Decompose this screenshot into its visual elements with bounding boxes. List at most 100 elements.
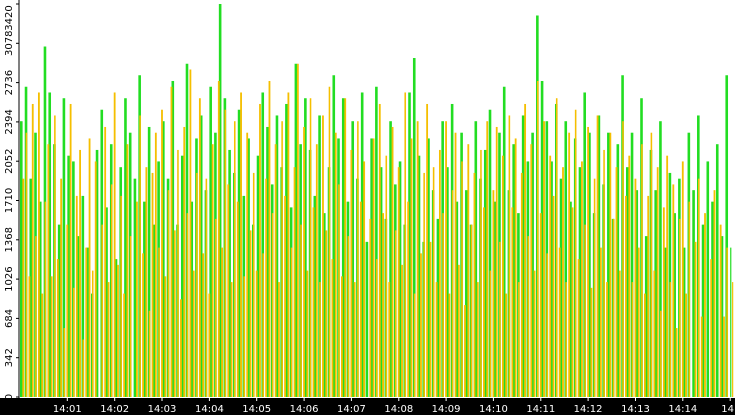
- data-bar-1-135: [448, 293, 451, 397]
- data-bar-1-76: [262, 253, 264, 397]
- data-bar-1-83: [284, 195, 286, 397]
- data-bar-1-93: [315, 144, 318, 397]
- data-bar-1-110: [369, 218, 372, 397]
- data-bar-1-133: [442, 213, 444, 397]
- data-bar-1-115: [385, 155, 388, 397]
- data-bar-1-181: [593, 178, 596, 397]
- x-tick-label: 14:12: [574, 404, 603, 415]
- data-bar-1-4: [35, 236, 37, 397]
- x-tick-label: 14:01: [53, 404, 82, 415]
- data-bar-0-134: [654, 190, 658, 397]
- y-tick-label: 2736: [4, 70, 15, 95]
- data-bar-1-66: [230, 282, 233, 397]
- data-bar-0-136: [663, 247, 667, 397]
- data-bar-0-44: [228, 149, 231, 397]
- data-bar-1-146: [483, 207, 485, 397]
- data-bar-1-218: [710, 259, 713, 397]
- data-bar-0-118: [578, 167, 582, 397]
- x-tick-label: 14: [721, 404, 734, 415]
- data-bar-0-40: [209, 86, 212, 398]
- data-bar-1-209: [681, 161, 684, 397]
- data-bar-1-182: [596, 115, 599, 398]
- data-bar-0-34: [180, 155, 184, 397]
- data-bar-0-148: [720, 236, 724, 397]
- data-bar-1-225: [732, 282, 734, 397]
- data-bar-1-121: [404, 92, 406, 397]
- x-tick-label: 14:08: [384, 404, 413, 415]
- data-bar-0-90: [446, 167, 449, 397]
- data-bar-1-68: [236, 201, 239, 397]
- data-bar-0-129: [630, 132, 634, 397]
- data-bar-1-124: [413, 293, 416, 397]
- data-bar-1-74: [255, 270, 258, 397]
- data-bar-0-116: [569, 201, 572, 397]
- x-tick-label: 14:11: [526, 404, 555, 415]
- data-bar-0-149: [725, 75, 729, 397]
- data-bar-1-108: [363, 161, 366, 397]
- data-bar-0-86: [427, 138, 430, 397]
- data-bar-1-172: [565, 282, 567, 397]
- data-bar-1-8: [47, 144, 50, 397]
- data-bar-1-99: [334, 132, 337, 397]
- data-bar-1-95: [322, 115, 324, 398]
- y-tick-label: 3078: [4, 31, 15, 56]
- data-bar-1-38: [142, 253, 144, 397]
- data-bar-1-19: [82, 339, 85, 397]
- data-bar-1-88: [300, 224, 302, 397]
- data-bar-1-171: [562, 167, 564, 397]
- data-bar-1-27: [107, 282, 110, 397]
- data-bar-1-166: [546, 253, 549, 397]
- data-bar-1-152: [501, 155, 504, 397]
- data-bar-0-126: [616, 144, 620, 397]
- data-bar-1-156: [514, 138, 517, 397]
- data-bar-1-45: [164, 276, 167, 397]
- data-bar-1-153: [505, 293, 508, 397]
- data-bar-0-128: [626, 167, 629, 397]
- data-bar-1-103: [347, 236, 350, 397]
- data-bar-1-206: [672, 184, 675, 397]
- data-bar-1-60: [211, 144, 214, 397]
- data-bar-0-51: [261, 92, 265, 397]
- data-bar-1-51: [183, 126, 186, 398]
- data-bar-1-20: [85, 247, 88, 397]
- x-tick-label: 14:05: [242, 404, 271, 415]
- data-bar-1-125: [416, 121, 419, 398]
- data-bar-1-134: [445, 121, 447, 398]
- data-bar-0-132: [644, 236, 648, 397]
- data-bar-1-141: [467, 144, 470, 397]
- data-bar-0-52: [266, 126, 269, 398]
- data-bar-0-16: [95, 149, 99, 397]
- data-bar-1-207: [675, 328, 678, 397]
- data-bar-1-117: [391, 126, 394, 398]
- data-bar-1-184: [603, 149, 605, 397]
- data-bar-1-189: [618, 270, 621, 397]
- data-bar-0-72: [360, 92, 364, 397]
- data-bar-1-180: [590, 287, 593, 397]
- data-bar-0-68: [341, 98, 345, 397]
- data-bar-0-124: [607, 132, 610, 397]
- data-bar-0-142: [692, 190, 695, 397]
- x-tick-label: 14:02: [100, 404, 129, 415]
- data-bar-1-147: [486, 121, 489, 398]
- data-bar-0-8: [57, 224, 61, 397]
- data-bar-1-158: [520, 172, 523, 397]
- data-bar-1-15: [69, 103, 72, 397]
- series-front: [22, 63, 734, 398]
- data-bar-1-208: [679, 218, 681, 397]
- data-bar-0-115: [564, 121, 568, 398]
- data-bar-1-81: [278, 282, 280, 397]
- data-bar-0-18: [105, 207, 108, 397]
- data-bar-1-5: [37, 92, 40, 397]
- data-bar-1-46: [167, 190, 170, 397]
- data-bar-1-87: [296, 63, 299, 397]
- data-bar-1-122: [407, 201, 410, 397]
- data-bar-0-120: [588, 132, 591, 397]
- data-bar-1-130: [432, 167, 435, 397]
- data-bar-0-4: [38, 201, 42, 397]
- data-bar-0-147: [715, 144, 719, 397]
- data-bar-1-155: [511, 207, 514, 397]
- data-bar-1-138: [457, 264, 460, 397]
- data-bar-1-116: [388, 282, 391, 397]
- data-bar-0-75: [375, 86, 378, 398]
- data-bar-1-164: [539, 213, 542, 397]
